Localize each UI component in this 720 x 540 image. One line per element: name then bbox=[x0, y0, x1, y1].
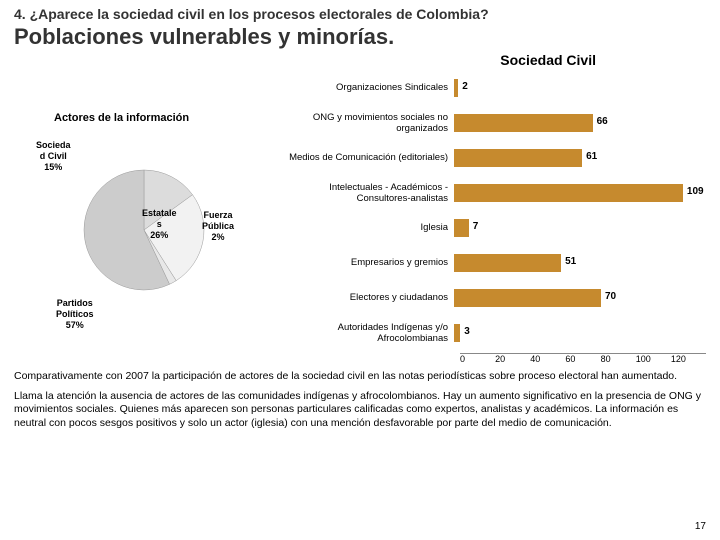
bar-value: 2 bbox=[462, 81, 468, 92]
bar-track: 66 bbox=[454, 114, 706, 132]
axis-tick: 80 bbox=[601, 354, 636, 364]
bar-label: ONG y movimientos sociales no organizado… bbox=[274, 112, 454, 135]
bar-value: 70 bbox=[605, 291, 616, 302]
bar-fill bbox=[454, 114, 593, 132]
bar-value: 109 bbox=[687, 186, 704, 197]
bar-row: Autoridades Indígenas y/o Afrocolombiana… bbox=[274, 318, 706, 348]
bar-value: 3 bbox=[464, 326, 470, 337]
bar-label: Empresarios y gremios bbox=[274, 257, 454, 268]
bar-fill bbox=[454, 184, 683, 202]
axis-tick: 40 bbox=[530, 354, 565, 364]
bar-fill bbox=[454, 149, 582, 167]
axis-tick: 0 bbox=[460, 354, 495, 364]
pie-label: FuerzaPública2% bbox=[202, 210, 234, 242]
bar-value: 66 bbox=[597, 116, 608, 127]
bar-value: 51 bbox=[565, 256, 576, 267]
bar-track: 61 bbox=[454, 149, 706, 167]
paragraph-2: Llama la atención la ausencia de actores… bbox=[0, 384, 720, 431]
bar-fill bbox=[454, 324, 460, 342]
bar-value: 61 bbox=[586, 151, 597, 162]
page-title: Poblaciones vulnerables y minorías. bbox=[14, 24, 706, 50]
bar-label: Medios de Comunicación (editoriales) bbox=[274, 152, 454, 163]
bar-chart: Organizaciones Sindicales 2 ONG y movimien… bbox=[274, 68, 706, 364]
bar-chart-title: Sociedad Civil bbox=[14, 52, 706, 68]
pie-chart: Sociedad Civil15%Estatales26%FuerzaPúbli… bbox=[44, 130, 244, 330]
bar-label: Organizaciones Sindicales bbox=[274, 82, 454, 93]
pie-section-title: Actores de la información bbox=[54, 112, 274, 124]
bar-fill bbox=[454, 254, 561, 272]
bar-row: Organizaciones Sindicales 2 bbox=[274, 73, 706, 103]
bar-value: 7 bbox=[473, 221, 479, 232]
bar-fill bbox=[454, 219, 469, 237]
axis-tick: 60 bbox=[565, 354, 600, 364]
bar-track: 51 bbox=[454, 254, 706, 272]
bar-fill bbox=[454, 79, 458, 97]
bar-label: Iglesia bbox=[274, 222, 454, 233]
question-text: 4. ¿Aparece la sociedad civil en los pro… bbox=[14, 6, 706, 22]
bar-track: 109 bbox=[454, 184, 706, 202]
bar-row: ONG y movimientos sociales no organizado… bbox=[274, 108, 706, 138]
bar-row: Intelectuales - Académicos - Consultores… bbox=[274, 178, 706, 208]
bar-fill bbox=[454, 289, 601, 307]
bar-track: 70 bbox=[454, 289, 706, 307]
pie-label: Sociedad Civil15% bbox=[36, 140, 71, 172]
paragraph-1: Comparativamente con 2007 la participaci… bbox=[0, 364, 720, 384]
bar-label: Autoridades Indígenas y/o Afrocolombiana… bbox=[274, 322, 454, 345]
page-number: 17 bbox=[695, 521, 706, 532]
axis-tick: 100 bbox=[636, 354, 671, 364]
bar-track: 3 bbox=[454, 324, 706, 342]
bar-track: 2 bbox=[454, 79, 706, 97]
pie-label: Estatales26% bbox=[142, 208, 177, 240]
pie-label: PartidosPolíticos57% bbox=[56, 298, 94, 330]
axis-tick: 120 bbox=[671, 354, 706, 364]
axis-tick: 20 bbox=[495, 354, 530, 364]
bar-label: Intelectuales - Académicos - Consultores… bbox=[274, 182, 454, 205]
bar-row: Medios de Comunicación (editoriales) 61 bbox=[274, 143, 706, 173]
bar-track: 7 bbox=[454, 219, 706, 237]
bar-row: Empresarios y gremios 51 bbox=[274, 248, 706, 278]
bar-label: Electores y ciudadanos bbox=[274, 292, 454, 303]
bar-row: Iglesia 7 bbox=[274, 213, 706, 243]
x-axis: 020406080100120 bbox=[460, 353, 706, 364]
bar-row: Electores y ciudadanos 70 bbox=[274, 283, 706, 313]
